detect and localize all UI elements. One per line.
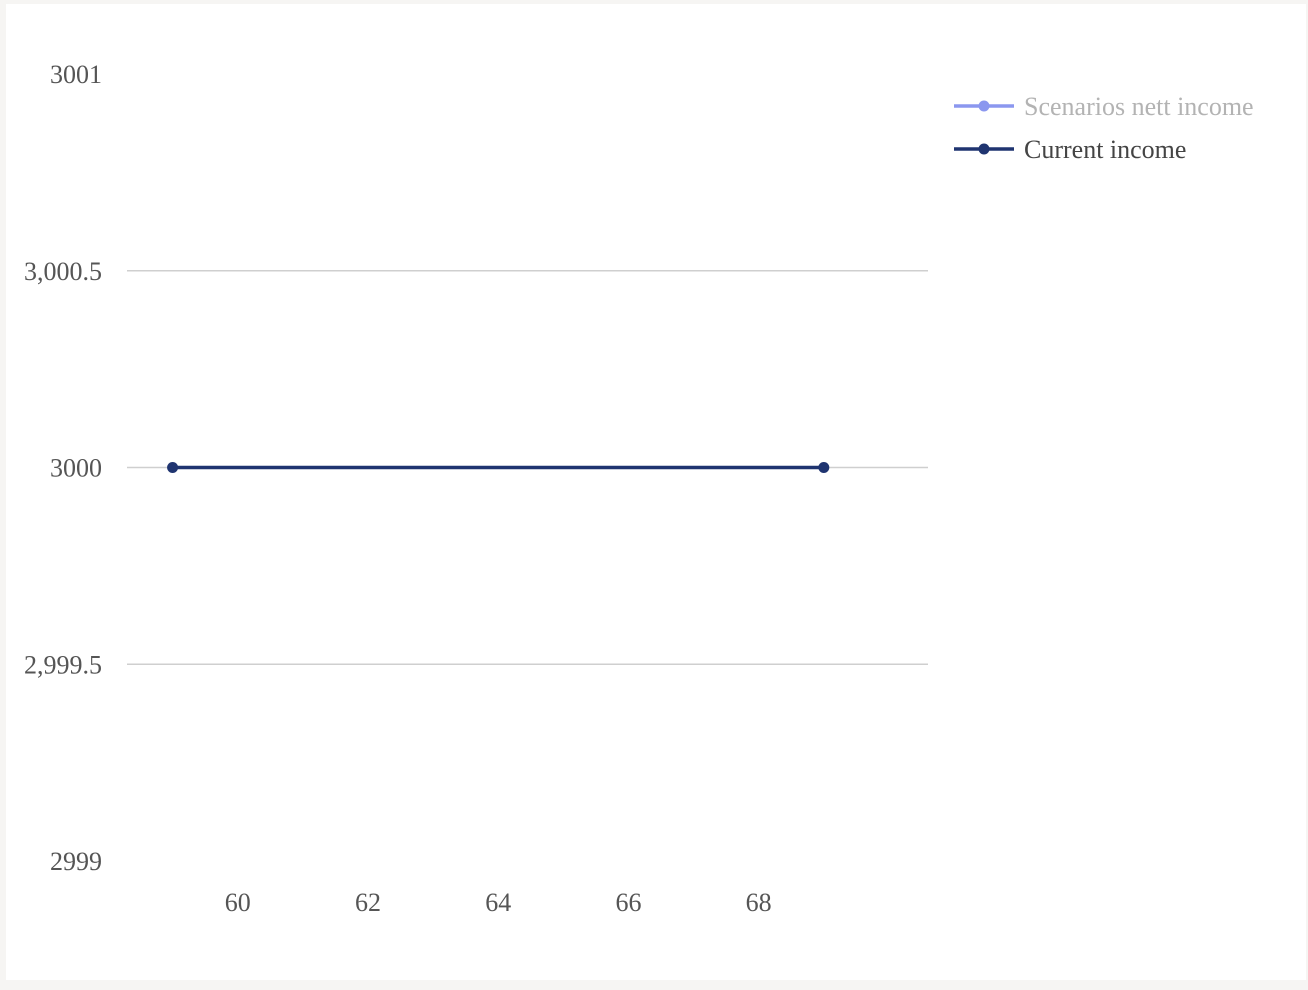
- legend[interactable]: Scenarios nett income Current income: [954, 92, 1254, 164]
- y-tick-label: 3,000.5: [24, 257, 102, 286]
- y-tick-label: 3000: [50, 454, 102, 483]
- y-tick-label: 3001: [50, 60, 102, 89]
- series-layer: [167, 462, 830, 473]
- x-tick-label: 66: [615, 888, 641, 917]
- x-tick-label: 60: [225, 888, 251, 917]
- legend-label: Scenarios nett income: [1024, 92, 1254, 121]
- y-tick-label: 2999: [50, 847, 102, 876]
- y-tick-label: 2,999.5: [24, 650, 102, 679]
- chart-card: 2999 2,999.5 3000 3,000.5 3001 60 62 64 66 68 Sc…: [6, 4, 1306, 980]
- x-axis-ticks: 60 62 64 66 68: [225, 888, 772, 917]
- x-tick-label: 68: [746, 888, 772, 917]
- legend-label: Current income: [1024, 135, 1186, 164]
- data-point[interactable]: [167, 462, 179, 473]
- y-axis-ticks: 2999 2,999.5 3000 3,000.5 3001: [24, 60, 102, 876]
- data-point[interactable]: [818, 462, 830, 473]
- series-1: [167, 462, 830, 473]
- legend-item[interactable]: Scenarios nett income: [954, 92, 1254, 121]
- x-tick-label: 64: [485, 888, 511, 917]
- x-tick-label: 62: [355, 888, 381, 917]
- legend-swatch-marker: [978, 143, 990, 155]
- legend-item[interactable]: Current income: [954, 135, 1186, 164]
- line-chart: 2999 2,999.5 3000 3,000.5 3001 60 62 64 66 68 Sc…: [24, 60, 1254, 917]
- legend-swatch-marker: [978, 100, 990, 112]
